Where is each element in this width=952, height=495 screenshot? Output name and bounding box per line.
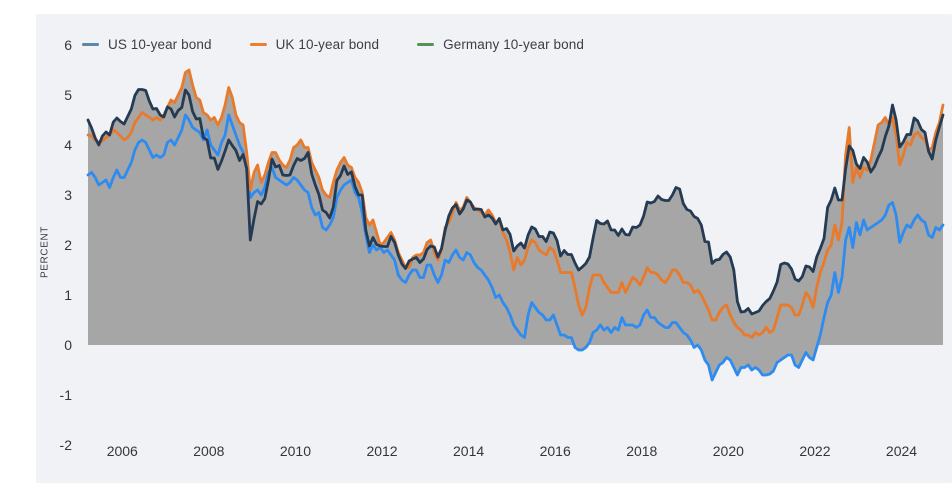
- legend-item-germany-10-year-bond: Germany 10-year bond: [417, 37, 584, 52]
- y-axis-title: PERCENT: [39, 226, 51, 278]
- y-tick-label: 1: [64, 287, 72, 303]
- y-tick-label: 5: [64, 87, 72, 103]
- x-tick-label: 2006: [106, 443, 138, 459]
- x-tick-label: 2024: [885, 443, 918, 459]
- legend-swatch-us-10-year-bond: [82, 42, 99, 46]
- y-tick-label: 4: [64, 137, 72, 153]
- y-tick-label: 3: [64, 187, 72, 203]
- x-tick-label: 2020: [712, 443, 744, 459]
- y-tick-label: 6: [64, 37, 72, 53]
- legend-swatch-germany-10-year-bond: [417, 42, 435, 46]
- x-tick-label: 2010: [279, 443, 312, 459]
- legend-label-germany-10-year-bond: Germany 10-year bond: [443, 36, 584, 52]
- y-tick-label: -1: [59, 387, 72, 403]
- legend-item-uk-10-year-bond: UK 10-year bond: [249, 36, 380, 52]
- x-tick-label: 2014: [453, 443, 485, 459]
- x-tick-label: 2022: [799, 443, 831, 459]
- chart-legend: US 10-year bond UK 10-year bond Germany 10…: [82, 35, 584, 53]
- x-tick-label: 2012: [366, 443, 398, 459]
- y-tick-label: 2: [64, 237, 72, 253]
- x-tick-label: 2018: [626, 443, 658, 459]
- chart-card: [36, 14, 952, 483]
- y-tick-label: -2: [59, 437, 72, 453]
- legend-label-us-10-year-bond: US 10-year bond: [108, 36, 212, 52]
- legend-item-us-10-year-bond: US 10-year bond: [82, 37, 212, 52]
- y-tick-label: 0: [64, 337, 72, 353]
- legend-swatch-uk-10-year-bond: [249, 42, 267, 46]
- x-tick-label: 2008: [193, 443, 225, 459]
- legend-label-uk-10-year-bond: UK 10-year bond: [275, 36, 380, 52]
- x-tick-label: 2016: [539, 443, 571, 459]
